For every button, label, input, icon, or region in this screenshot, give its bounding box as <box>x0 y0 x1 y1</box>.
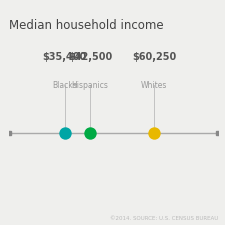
Text: Median household income: Median household income <box>9 19 164 32</box>
Text: $42,500: $42,500 <box>68 52 112 62</box>
Point <box>63 132 66 135</box>
Point <box>152 132 156 135</box>
Text: Whites: Whites <box>141 81 167 90</box>
Point <box>88 132 92 135</box>
Text: Blacks: Blacks <box>52 81 77 90</box>
Text: ©2014. SOURCE: U.S. CENSUS BUREAU: ©2014. SOURCE: U.S. CENSUS BUREAU <box>110 216 218 220</box>
Text: $60,250: $60,250 <box>132 52 176 62</box>
Text: Hispanics: Hispanics <box>72 81 109 90</box>
Text: $35,400: $35,400 <box>43 52 87 62</box>
